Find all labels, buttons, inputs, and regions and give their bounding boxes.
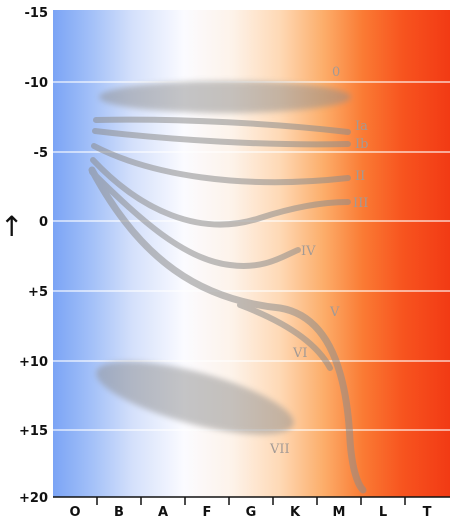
class-label-v: V bbox=[329, 305, 340, 320]
class-label-vii: VII bbox=[269, 442, 290, 457]
x-tick-label: G bbox=[246, 505, 257, 520]
x-tick-label: O bbox=[69, 505, 80, 520]
band-class-iv bbox=[89, 169, 301, 269]
band-class-vii bbox=[96, 361, 294, 435]
luminosity-bands bbox=[88, 81, 367, 494]
x-tick-label: F bbox=[203, 505, 212, 520]
band-class-0 bbox=[99, 81, 351, 113]
band-class-ib bbox=[92, 128, 351, 148]
band-class-v bbox=[88, 166, 367, 494]
class-label-iii: III bbox=[353, 196, 368, 211]
x-tick-label: K bbox=[290, 505, 301, 520]
y-tick-label: 0 bbox=[39, 215, 48, 230]
class-label-iv: IV bbox=[301, 244, 316, 259]
class-label-ii: II bbox=[355, 169, 365, 184]
x-tick-label: M bbox=[333, 505, 346, 520]
x-tick-label: L bbox=[379, 505, 387, 520]
class-label-0: 0 bbox=[332, 65, 340, 80]
y-axis: -15 -10 -5 0 +5 +10 +15 +20 bbox=[19, 6, 48, 506]
class-label-ib: Ib bbox=[355, 137, 368, 152]
class-labels: 0 Ia Ib II III IV V VI VII bbox=[269, 65, 368, 457]
luminosity-arrow-icon: ↑ bbox=[0, 210, 23, 243]
y-tick-label: +5 bbox=[28, 285, 48, 300]
band-class-iii bbox=[90, 157, 351, 228]
band-class-vi bbox=[237, 302, 333, 371]
y-tick-label: +15 bbox=[19, 424, 48, 439]
x-tick-label: A bbox=[158, 505, 168, 520]
class-label-ia: Ia bbox=[355, 119, 368, 134]
y-tick-label: +20 bbox=[19, 491, 48, 506]
x-tick-label: T bbox=[423, 505, 432, 520]
x-axis: O B A F G K M L T bbox=[53, 496, 450, 520]
band-class-ii bbox=[91, 143, 351, 186]
y-tick-label: -10 bbox=[25, 76, 49, 91]
class-label-vi: VI bbox=[292, 346, 308, 361]
x-axis-ticks bbox=[96, 497, 406, 505]
x-tick-label: B bbox=[114, 505, 124, 520]
band-class-ia bbox=[93, 116, 351, 135]
y-tick-label: -5 bbox=[34, 146, 48, 161]
y-tick-label: -15 bbox=[25, 6, 49, 21]
y-tick-label: +10 bbox=[19, 355, 48, 370]
